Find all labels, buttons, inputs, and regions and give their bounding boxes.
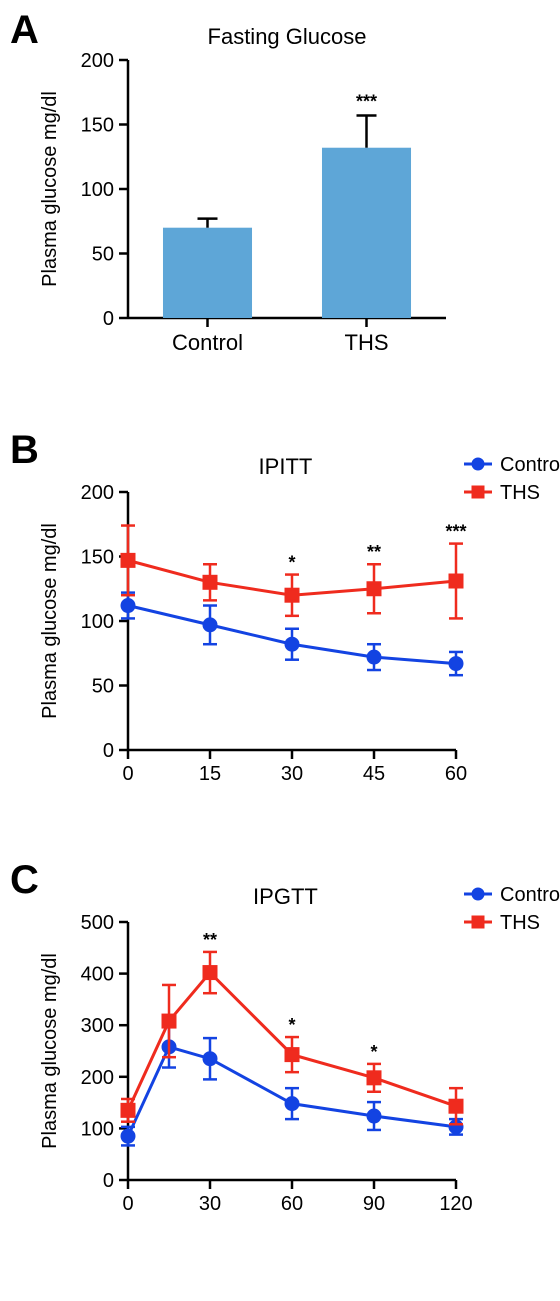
y-tick-label: 150 xyxy=(81,547,114,569)
significance-label: ** xyxy=(203,930,217,950)
y-axis-label: Plasma glucose mg/dl xyxy=(39,523,61,719)
x-tick-label: 60 xyxy=(281,1193,303,1215)
data-point xyxy=(450,1100,462,1112)
x-category-label: THS xyxy=(345,330,389,355)
data-point xyxy=(122,600,134,612)
y-tick-label: 100 xyxy=(81,611,114,633)
legend-label: Control xyxy=(500,454,560,476)
x-category-label: Control xyxy=(172,330,243,355)
data-point xyxy=(286,1098,298,1110)
y-tick-label: 400 xyxy=(81,964,114,986)
panel-letter-c: C xyxy=(10,858,39,903)
x-tick-label: 30 xyxy=(199,1193,221,1215)
panel-letter-a: A xyxy=(10,8,39,53)
data-point xyxy=(286,589,298,601)
data-point xyxy=(368,583,380,595)
panel-a: A Fasting Glucose 0 50 100 150 200 Plasma gluc… xyxy=(0,0,560,420)
panel-c: C IPGTT 0 100 200 300 400 500 0 30 60 90 120 Plasma … xyxy=(0,850,560,1301)
data-point xyxy=(163,1015,175,1027)
y-tick-label: 50 xyxy=(92,244,114,266)
y-tick-label: 100 xyxy=(81,179,114,201)
data-point xyxy=(450,575,462,587)
y-tick-label: 200 xyxy=(81,482,114,504)
significance-label: * xyxy=(288,553,295,573)
data-point xyxy=(204,576,216,588)
y-axis-label: Plasma glucose mg/dl xyxy=(39,91,61,287)
significance-label: * xyxy=(288,1015,295,1035)
significance-label: *** xyxy=(356,91,377,111)
y-tick-label: 150 xyxy=(81,115,114,137)
line-chart-ipitt: IPITT 0 50 100 150 200 0 15 30 45 60 Plasma glucose… xyxy=(0,420,560,850)
chart-title: Fasting Glucose xyxy=(208,24,367,49)
x-tick-label: 15 xyxy=(199,763,221,785)
y-tick-label: 0 xyxy=(103,1170,114,1192)
data-point xyxy=(368,651,380,663)
data-point xyxy=(204,619,216,631)
significance-label: ** xyxy=(367,542,381,562)
data-point xyxy=(122,1130,134,1142)
y-tick-label: 500 xyxy=(81,912,114,934)
y-axis-label: Plasma glucose mg/dl xyxy=(39,953,61,1149)
x-tick-label: 60 xyxy=(445,763,467,785)
data-point xyxy=(450,658,462,670)
legend-label: THS xyxy=(500,912,540,934)
significance-label: * xyxy=(370,1042,377,1062)
x-tick-label: 0 xyxy=(122,763,133,785)
data-point xyxy=(286,638,298,650)
legend-label: THS xyxy=(500,482,540,504)
legend-label: Control xyxy=(500,884,560,906)
x-tick-label: 0 xyxy=(122,1193,133,1215)
chart-title: IPITT xyxy=(259,454,313,479)
data-point xyxy=(204,1053,216,1065)
data-point xyxy=(368,1072,380,1084)
panel-letter-b: B xyxy=(10,428,39,473)
y-tick-label: 200 xyxy=(81,50,114,72)
bar-chart-fasting-glucose: Fasting Glucose 0 50 100 150 200 Plasma glucos… xyxy=(0,0,560,420)
y-tick-label: 200 xyxy=(81,1067,114,1089)
data-point xyxy=(286,1049,298,1061)
data-point xyxy=(368,1110,380,1122)
x-tick-label: 30 xyxy=(281,763,303,785)
chart-title: IPGTT xyxy=(253,884,318,909)
bar xyxy=(163,228,252,318)
x-tick-label: 120 xyxy=(439,1193,472,1215)
data-point xyxy=(122,554,134,566)
figure-page: A Fasting Glucose050100150200Plasma gluc… xyxy=(0,0,560,1301)
y-tick-label: 300 xyxy=(81,1015,114,1037)
x-tick-label: 45 xyxy=(363,763,385,785)
y-tick-label: 100 xyxy=(81,1118,114,1140)
bar xyxy=(322,148,411,318)
x-tick-label: 90 xyxy=(363,1193,385,1215)
data-point xyxy=(122,1104,134,1116)
y-tick-label: 0 xyxy=(103,740,114,762)
line-chart-ipgtt: IPGTT 0 100 200 300 400 500 0 30 60 90 120 Plasma gl… xyxy=(0,850,560,1301)
y-tick-label: 50 xyxy=(92,676,114,698)
panel-b: B IPITT 0 50 100 150 200 0 15 30 45 60 Plasma gluco… xyxy=(0,420,560,850)
y-tick-label: 0 xyxy=(103,308,114,330)
significance-label: *** xyxy=(445,522,466,542)
data-point xyxy=(204,967,216,979)
